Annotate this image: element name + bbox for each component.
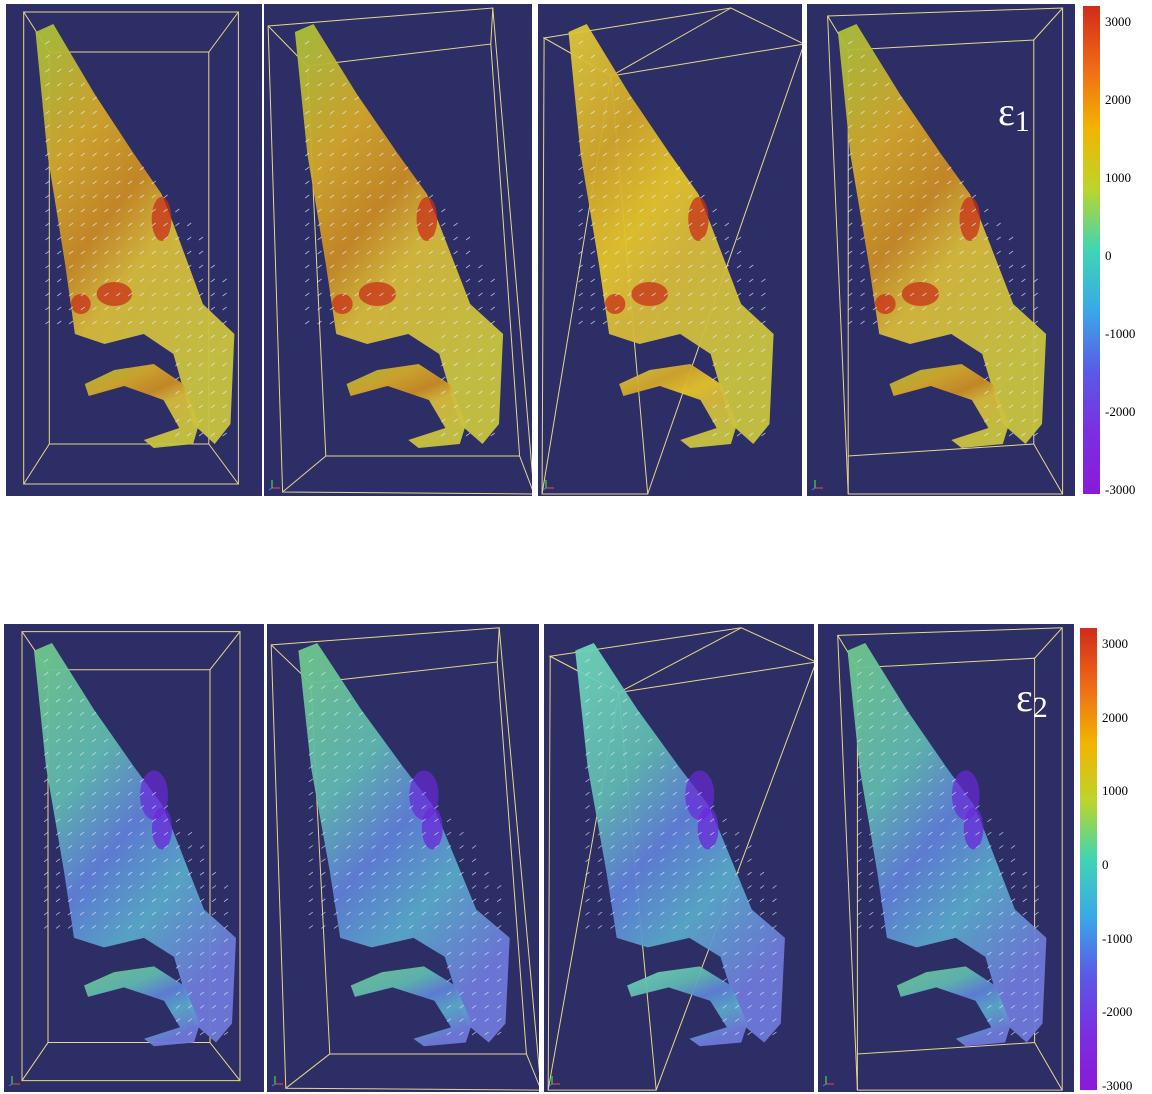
colorbar-tick-label: -3000	[1102, 1078, 1133, 1093]
strain-surface	[575, 643, 785, 1043]
colorbar-tick-label: -1000	[1102, 930, 1133, 946]
colorbar-tick-label: 1000	[1105, 170, 1131, 185]
strain-surface	[35, 24, 235, 444]
colorbar-tick-label: 2000	[1102, 709, 1128, 725]
strain-surface	[34, 643, 236, 1043]
render-canvas	[547, 627, 814, 1091]
viewport-panel-1-4	[807, 4, 1075, 496]
strain-symbol: ε	[1016, 675, 1033, 720]
strain-component-label: ε1	[998, 92, 1030, 142]
axes-triad-icon	[268, 480, 280, 491]
colorbar-tick-label: 3000	[1102, 636, 1128, 651]
viewport-panel-2-2	[267, 624, 539, 1092]
colorbar-tick-label: -1000	[1105, 326, 1136, 341]
strain-surface-tail	[896, 966, 1011, 1047]
render-canvas	[811, 7, 1064, 495]
strain-surface-tail	[627, 966, 748, 1047]
colorbar-tick-label: 1000	[1102, 783, 1128, 799]
colorbar-tick-label: 0	[1105, 248, 1112, 263]
colorbar-tick-label: -2000	[1102, 1004, 1133, 1020]
strain-surface	[837, 24, 1047, 444]
strain-surface	[294, 24, 504, 444]
viewport-panel-1-1	[6, 4, 262, 496]
bounding-box-inner	[306, 43, 521, 457]
colorbar-2	[1080, 628, 1097, 1090]
bounding-box-outer	[267, 7, 532, 495]
axes-triad-icon	[542, 480, 554, 491]
render-canvas	[23, 11, 239, 485]
bounding-box-outer	[21, 631, 241, 1082]
viewport-panel-1-2	[264, 4, 532, 496]
axes-triad-icon	[271, 1076, 283, 1087]
colorbar-tick-label: -2000	[1105, 404, 1136, 419]
viewport-panel-2-3	[544, 624, 814, 1092]
bounding-box-outer	[23, 11, 239, 485]
axes-triad-icon	[822, 1076, 834, 1087]
strain-subscript: 2	[1032, 691, 1048, 724]
colorbar-tick-label: 3000	[1105, 14, 1131, 29]
strain-symbol: ε	[998, 89, 1015, 134]
viewport-panel-2-4	[818, 624, 1074, 1092]
axes-triad-icon	[548, 1076, 560, 1087]
axes-triad-icon	[8, 1076, 20, 1087]
strain-surface	[568, 24, 774, 444]
strain-subscript: 1	[1014, 105, 1030, 138]
render-canvas	[267, 7, 532, 495]
strain-surface	[298, 643, 510, 1043]
render-canvas	[8, 631, 241, 1087]
strain-surface-tail	[619, 364, 737, 448]
strain-component-label: ε2	[1016, 678, 1048, 728]
bounding-box-inner	[856, 657, 1036, 1055]
viewport-panel-1-3	[538, 4, 802, 496]
render-canvas	[270, 627, 539, 1091]
colorbar-tick-label: 2000	[1105, 92, 1131, 107]
render-canvas	[541, 7, 802, 495]
bounding-box-outer	[837, 627, 1063, 1091]
bounding-box-inner	[48, 51, 210, 445]
colorbar-tick-label: -3000	[1105, 482, 1136, 497]
render-canvas	[822, 627, 1063, 1091]
colorbar-1	[1083, 6, 1100, 494]
strain-surface-tail	[346, 364, 466, 448]
colorbar-tick-label: 0	[1102, 857, 1109, 872]
strain-surface-tail	[84, 966, 200, 1047]
strain-surface	[847, 643, 1047, 1043]
bounding-box-inner	[47, 669, 211, 1043]
axes-triad-icon	[811, 480, 823, 491]
bounding-box-outer	[270, 627, 539, 1091]
strain-surface-tail	[350, 966, 472, 1047]
strain-surface-tail	[889, 364, 1009, 448]
viewport-panel-2-1	[4, 624, 264, 1092]
strain-surface-tail	[84, 364, 199, 448]
